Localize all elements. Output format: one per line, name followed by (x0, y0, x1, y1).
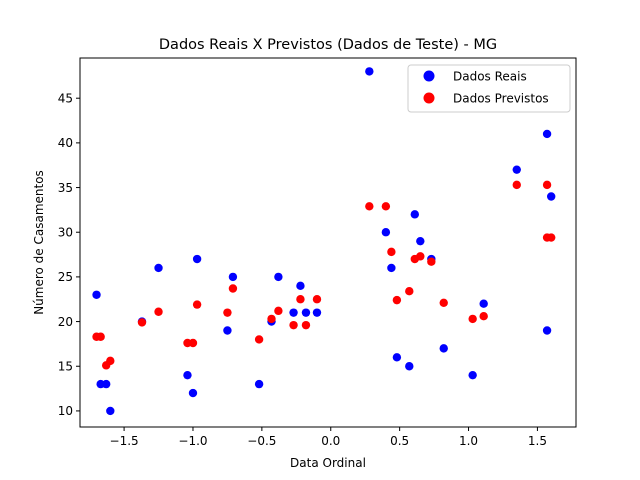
x-tick-label: 0.0 (321, 434, 340, 448)
point-series-1-30 (542, 180, 552, 190)
point-series-0-3 (106, 406, 115, 416)
point-series-1-17 (312, 295, 322, 304)
point-series-1-20 (387, 247, 396, 257)
point-series-1-18 (365, 202, 374, 211)
y-tick-label: 35 (58, 181, 73, 195)
point-series-1-15 (296, 295, 305, 304)
y-tick-label: 25 (58, 270, 73, 284)
point-series-0-7 (188, 388, 198, 398)
point-series-0-28 (479, 299, 488, 308)
y-tick-label: 10 (58, 404, 73, 418)
point-series-0-14 (289, 308, 298, 317)
legend-marker-dados-reais (423, 70, 435, 82)
point-series-0-9 (223, 326, 232, 335)
point-series-0-20 (387, 263, 396, 273)
y-axis-label: Número de Casamentos (32, 170, 46, 315)
point-series-0-18 (365, 67, 374, 76)
point-series-1-24 (416, 252, 425, 261)
point-series-1-5 (154, 307, 163, 316)
y-axis: 10 15 20 25 30 35 40 45 (58, 92, 80, 418)
y-tick-label: 45 (58, 92, 73, 106)
plot-frame (79, 57, 577, 428)
point-series-1-29 (512, 180, 521, 190)
point-series-0-32 (547, 192, 556, 201)
point-series-1-4 (137, 318, 147, 327)
point-series-0-8 (192, 254, 202, 264)
point-series-1-10 (228, 284, 238, 293)
point-series-1-25 (427, 257, 436, 266)
x-tick-label: 0.5 (390, 434, 409, 448)
chart-title: Dados Reais X Previstos (Dados de Teste)… (159, 37, 497, 53)
point-series-1-3 (106, 356, 115, 366)
point-series-1-19 (381, 202, 391, 211)
point-series-1-8 (192, 300, 202, 309)
point-series-0-30 (542, 129, 552, 139)
x-tick-label: 1.5 (528, 434, 547, 448)
plot-area (80, 58, 576, 427)
point-series-0-22 (405, 362, 414, 371)
point-series-1-28 (479, 312, 488, 321)
point-series-1-27 (468, 314, 477, 324)
point-series-0-0 (92, 290, 101, 299)
point-series-0-16 (301, 308, 311, 317)
point-series-1-22 (405, 286, 414, 296)
point-series-1-21 (392, 295, 402, 305)
points-layer (92, 67, 556, 416)
legend-frame (407, 64, 571, 113)
point-series-0-6 (183, 370, 192, 380)
y-tick-label: 20 (58, 315, 73, 329)
point-series-0-15 (296, 281, 305, 291)
point-series-0-26 (439, 344, 448, 353)
x-axis: −1.5 −1.0 −0.5 0.0 0.5 1.0 1.5 (110, 427, 547, 448)
x-tick-label: −1.0 (178, 434, 207, 448)
point-series-0-13 (274, 272, 283, 282)
y-tick-label: 15 (58, 360, 73, 374)
point-series-1-26 (439, 298, 448, 308)
legend: Dados Reais Dados Previstos (407, 64, 571, 113)
point-series-0-2 (101, 379, 111, 389)
point-series-0-21 (392, 353, 402, 362)
point-series-1-32 (547, 233, 556, 242)
y-tick-label: 40 (58, 136, 73, 150)
point-series-0-11 (254, 379, 264, 389)
point-series-1-9 (223, 308, 232, 317)
x-axis-label: Data Ordinal (290, 456, 366, 470)
point-series-0-10 (228, 272, 238, 282)
x-tick-label: −0.5 (247, 434, 276, 448)
point-series-1-14 (289, 320, 298, 330)
point-series-0-5 (154, 263, 163, 273)
point-series-1-1 (96, 332, 105, 341)
legend-marker-dados-previstos (423, 92, 435, 104)
point-series-1-16 (301, 320, 311, 330)
point-series-0-24 (416, 236, 425, 246)
legend-label-dados-previstos: Dados Previstos (453, 92, 549, 106)
point-series-1-7 (188, 338, 198, 348)
point-series-0-31 (542, 326, 552, 335)
point-series-1-12 (267, 314, 276, 324)
point-series-0-27 (468, 370, 477, 380)
point-series-0-29 (512, 165, 521, 174)
point-series-0-19 (381, 228, 391, 237)
point-series-0-23 (410, 210, 419, 219)
x-tick-label: 1.0 (459, 434, 478, 448)
y-tick-label: 30 (58, 226, 73, 240)
legend-label-dados-reais: Dados Reais (453, 70, 527, 84)
point-series-1-11 (254, 335, 264, 344)
point-series-0-17 (312, 308, 322, 317)
x-tick-label: −1.5 (110, 434, 139, 448)
point-series-1-13 (274, 306, 283, 316)
